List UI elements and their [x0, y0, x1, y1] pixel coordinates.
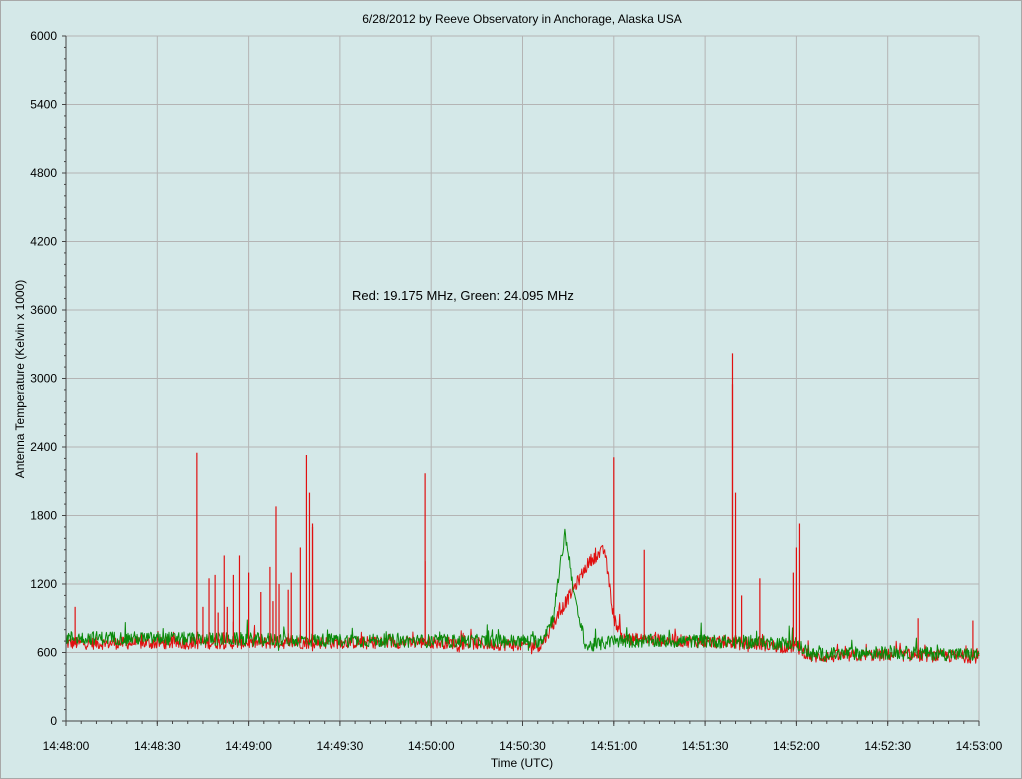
- y-tick-label: 0: [50, 714, 57, 728]
- x-tick-label: 14:52:30: [864, 739, 911, 753]
- chart-title: 6/28/2012 by Reeve Observatory in Anchor…: [362, 12, 682, 26]
- series-layer: [65, 353, 980, 664]
- y-tick-labels: 0 600 1200 1800 2400 3000 3600 4200 4800 5400 6000: [30, 29, 66, 728]
- y-tick-label: 600: [37, 646, 57, 660]
- y-tick-label: 5400: [30, 98, 57, 112]
- x-tick-label: 14:51:30: [682, 739, 729, 753]
- x-tick-label: 14:50:30: [499, 739, 546, 753]
- legend-annotation: Red: 19.175 MHz, Green: 24.095 MHz: [352, 288, 574, 303]
- x-tick-label: 14:49:00: [225, 739, 272, 753]
- grid-lines: [66, 35, 980, 721]
- x-tick-label: 14:48:30: [134, 739, 181, 753]
- y-tick-label: 4800: [30, 166, 57, 180]
- y-tick-label: 1800: [30, 509, 57, 523]
- y-tick-label: 1200: [30, 577, 57, 591]
- x-axis-title: Time (UTC): [491, 756, 553, 770]
- y-tick-label: 2400: [30, 440, 57, 454]
- y-tick-label: 3000: [30, 372, 57, 386]
- x-tick-label: 14:48:00: [43, 739, 90, 753]
- x-tick-label: 14:50:00: [408, 739, 455, 753]
- x-tick-label: 14:52:00: [773, 739, 820, 753]
- y-axis-title: Antenna Temperature (Kelvin x 1000): [13, 280, 27, 479]
- x-tick-label: 14:49:30: [317, 739, 364, 753]
- y-tick-label: 6000: [30, 29, 57, 43]
- x-tick-labels: 14:48:00 14:48:30 14:49:00 14:49:30 14:50:00…: [43, 721, 1003, 753]
- y-tick-label: 3600: [30, 303, 57, 317]
- x-tick-label: 14:51:00: [590, 739, 637, 753]
- y-tick-label: 4200: [30, 235, 57, 249]
- x-tick-label: 14:53:00: [956, 739, 1003, 753]
